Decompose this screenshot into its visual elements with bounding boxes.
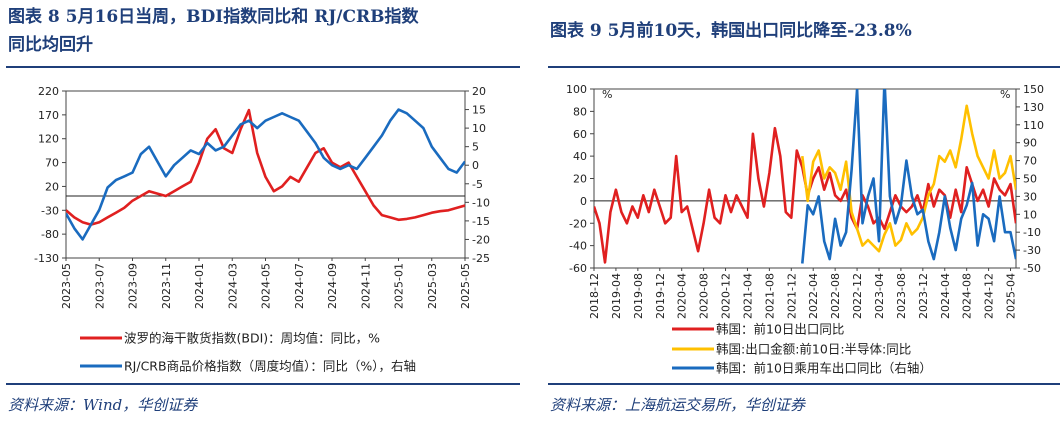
left-chart-x-tick-label: 2024-11 <box>359 263 372 309</box>
left-chart-legend-label-1: 波罗的海干散货指数(BDI)：周均值：同比，% <box>124 331 380 346</box>
right-chart-x-tick-label: 2021-04 <box>741 273 754 319</box>
left-chart-right-tick-label: 20 <box>472 85 486 98</box>
right-chart-x-tick-label: 2022-04 <box>807 273 820 319</box>
left-figure-title-line2: 同比均回升 <box>8 35 93 55</box>
right-chart-left-tick-label: 100 <box>566 83 587 96</box>
right-chart-right-tick-label: 110 <box>1023 119 1044 132</box>
left-chart-right-tick-label: -15 <box>472 215 490 228</box>
right-chart-x-tick-label: 2024-12 <box>983 273 996 319</box>
right-chart-x-tick-label: 2020-04 <box>676 273 689 319</box>
left-chart-right-tick-label: -20 <box>472 233 490 246</box>
left-chart-series-line-2 <box>66 108 465 241</box>
left-chart-x-tick-label: 2023-09 <box>127 263 140 309</box>
left-chart-left-tick-label: 20 <box>45 180 59 193</box>
right-figure-title: 图表 9 5月前10天，韩国出口同比降至-23.8% <box>550 21 912 41</box>
right-chart-series-line-2 <box>801 104 1016 253</box>
right-chart-legend-label-2: 韩国:出口金额:前10日:半导体:同比 <box>716 342 911 357</box>
left-chart: 220 170 120 70 20 -30 -80 -130 20 15 10 5 0 -5 -10 -15 -… <box>34 85 490 374</box>
left-chart-right-tick-label: -5 <box>472 178 483 191</box>
right-chart-x-tick-label: 2019-08 <box>632 273 645 319</box>
right-chart-right-tick-label: 150 <box>1023 83 1044 96</box>
right-chart-left-tick-label: 40 <box>573 150 587 163</box>
left-figure-title-line1: 图表 8 5月16日当周，BDI指数同比和 RJ/CRB指数 <box>8 7 419 27</box>
left-source-note: 资料来源：Wind，华创证券 <box>8 396 198 414</box>
left-chart-legend-label-2: RJ/CRB商品价格指数（周度均值）：同比（%），右轴 <box>124 359 416 374</box>
left-chart-right-tick-label: 0 <box>472 159 479 172</box>
left-chart-left-tick-label: -130 <box>34 252 59 265</box>
right-chart-left-tick-label: 60 <box>573 128 587 141</box>
right-chart-right-unit-label: % <box>1000 88 1010 101</box>
right-chart-right-tick-label: 50 <box>1023 173 1037 186</box>
right-chart-right-tick-label: 130 <box>1023 101 1044 114</box>
right-chart-left-tick-label: -40 <box>569 240 587 253</box>
left-chart-x-tick-label: 2024-01 <box>193 263 206 309</box>
left-chart-right-tick-label: 15 <box>472 104 486 117</box>
right-source-note: 资料来源：上海航运交易所，华创证券 <box>550 396 806 414</box>
left-figure-panel: 图表 8 5月16日当周，BDI指数同比和 RJ/CRB指数 同比均回升 220… <box>6 0 526 431</box>
left-chart-right-tick-label: 5 <box>472 141 479 154</box>
left-chart-x-tick-label: 2024-05 <box>260 263 273 309</box>
right-chart-right-tick-label: -10 <box>1023 226 1041 239</box>
right-chart-right-tick-label: 10 <box>1023 208 1037 221</box>
right-chart-right-tick-label: 70 <box>1023 155 1037 168</box>
right-figure-panel: 图表 9 5月前10天，韩国出口同比降至-23.8% 100 80 60 40 20 0 -… <box>548 0 1064 431</box>
left-chart-left-tick-label: 120 <box>38 133 59 146</box>
right-chart-x-tick-label: 2022-08 <box>829 273 842 319</box>
right-chart-legend-label-1: 韩国：前10日出口同比 <box>716 322 844 337</box>
left-chart-x-tick-label: 2024-07 <box>293 263 306 309</box>
right-chart-x-tick-label: 2021-08 <box>763 273 776 319</box>
left-chart-x-tick-label: 2023-11 <box>160 263 173 309</box>
right-chart-x-tick-label: 2020-12 <box>720 273 733 319</box>
left-source-rule <box>6 383 520 385</box>
right-chart-left-unit-label: % <box>602 88 612 101</box>
right-chart-left-tick-label: 0 <box>580 195 587 208</box>
right-chart-x-tick-label: 2018-12 <box>588 273 601 319</box>
left-chart-x-tick-label: 2023-07 <box>93 263 106 309</box>
left-title-rule <box>6 66 520 68</box>
left-chart-right-tick-label: -10 <box>472 196 490 209</box>
left-chart-series-line-1 <box>66 108 465 226</box>
left-chart-x-tick-label: 2024-09 <box>326 263 339 309</box>
right-chart-left-tick-label: 20 <box>573 173 587 186</box>
right-chart-x-tick-label: 2023-04 <box>873 273 886 319</box>
right-chart-x-tick-label: 2023-08 <box>895 273 908 319</box>
left-chart-left-tick-label: 220 <box>38 85 59 98</box>
right-chart-right-tick-label: -50 <box>1023 262 1041 275</box>
right-chart-left-tick-label: -60 <box>569 262 587 275</box>
right-chart-legend-label-3: 韩国：前10日乘用车出口同比（右轴） <box>716 361 932 376</box>
right-chart-x-tick-label: 2021-12 <box>785 273 798 319</box>
left-chart-right-tick-label: -25 <box>472 252 490 265</box>
right-chart-left-tick-label: -20 <box>569 217 587 230</box>
right-source-rule <box>548 383 1060 385</box>
right-chart-x-tick-label: 2020-08 <box>698 273 711 319</box>
left-chart-left-tick-label: -30 <box>41 204 59 217</box>
right-chart-right-tick-label: 90 <box>1023 137 1037 150</box>
right-chart: 100 80 60 40 20 0 -20 -40 -60 150 130 110 90 70 50 30 10… <box>566 83 1044 376</box>
left-chart-x-tick-label: 2023-05 <box>60 263 73 309</box>
left-chart-right-tick-label: 10 <box>472 122 486 135</box>
left-chart-left-tick-label: 170 <box>38 109 59 122</box>
right-chart-right-tick-label: -30 <box>1023 244 1041 257</box>
right-chart-x-tick-label: 2024-04 <box>939 273 952 319</box>
right-title-rule <box>548 66 1060 68</box>
right-chart-x-tick-label: 2024-08 <box>961 273 974 319</box>
right-chart-right-tick-label: 30 <box>1023 190 1037 203</box>
left-chart-x-tick-label: 2024-03 <box>226 263 239 309</box>
right-chart-x-tick-label: 2023-12 <box>917 273 930 319</box>
right-chart-left-tick-label: 80 <box>573 105 587 118</box>
left-chart-x-tick-label: 2025-01 <box>393 263 406 309</box>
left-chart-left-tick-label: 70 <box>45 157 59 170</box>
right-chart-x-tick-label: 2019-12 <box>654 273 667 319</box>
left-chart-x-tick-label: 2025-03 <box>426 263 439 309</box>
left-chart-left-tick-label: -80 <box>41 228 59 241</box>
right-chart-x-tick-label: 2025-04 <box>1005 273 1018 319</box>
right-chart-x-tick-label: 2022-12 <box>851 273 864 319</box>
right-chart-series-line-3 <box>801 89 1016 264</box>
left-chart-x-tick-label: 2025-05 <box>459 263 472 309</box>
right-chart-x-tick-label: 2019-04 <box>610 273 623 319</box>
